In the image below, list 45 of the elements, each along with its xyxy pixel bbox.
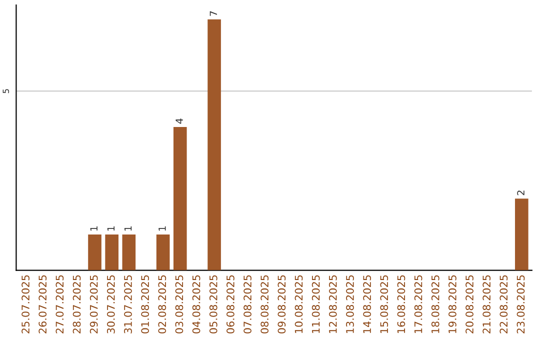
x-tick-label: 13.08.2025 [346, 275, 354, 333]
bar [88, 234, 102, 270]
x-tick-label: 23.08.2025 [516, 275, 525, 334]
x-tick-label: 08.08.2025 [260, 275, 269, 334]
x-tick-label: 02.08.2025 [158, 275, 166, 334]
x-tick-label: 05.08.2025 [209, 275, 218, 334]
x-tick-label: 27.07.2025 [56, 275, 64, 334]
x-tick-label: 31.07.2025 [124, 275, 132, 334]
bar [105, 234, 118, 270]
x-tick-label: 28.07.2025 [72, 275, 81, 334]
x-tick-label: 06.08.2025 [226, 275, 234, 334]
x-tick-label: 18.08.2025 [431, 275, 440, 333]
x-tick-label: 21.08.2025 [482, 275, 491, 334]
data-label: 1 [107, 226, 115, 231]
data-label: 7 [210, 11, 217, 16]
bar [208, 19, 221, 270]
x-tick-label: 03.08.2025 [175, 275, 184, 334]
bar [156, 234, 170, 270]
x-tick-label: 04.08.2025 [192, 275, 200, 334]
x-tick-label: 14.08.2025 [363, 275, 371, 333]
x-tick-label: 01.08.2025 [141, 275, 149, 334]
x-tick-label: 22.08.2025 [500, 275, 508, 334]
x-tick-label: 09.08.2025 [278, 275, 286, 334]
data-label: 1 [90, 226, 98, 231]
x-tick-label: 15.08.2025 [380, 275, 388, 333]
x-tick-label: 30.07.2025 [106, 275, 115, 334]
x-tick-label: 07.08.2025 [244, 275, 252, 334]
x-tick-label: 20.08.2025 [466, 275, 474, 334]
x-tick-label: 25.07.2025 [22, 275, 30, 334]
x-tick-label: 17.08.2025 [414, 275, 422, 333]
x-tick-label: 19.08.2025 [448, 275, 456, 333]
data-label: 1 [158, 226, 166, 231]
data-label: 2 [517, 190, 524, 196]
x-tick-label: 10.08.2025 [294, 275, 303, 333]
data-label: 1 [124, 226, 132, 231]
x-tick-label: 16.08.2025 [397, 275, 406, 333]
data-label: 4 [176, 118, 183, 124]
bar [173, 126, 187, 270]
bar [514, 198, 528, 270]
x-tick-label: 12.08.2025 [328, 275, 337, 333]
x-tick-label: 11.08.2025 [312, 275, 320, 333]
bar [122, 234, 136, 270]
y-tick-label: 5 [2, 89, 10, 94]
x-tick-label: 26.07.2025 [38, 275, 47, 334]
x-tick-label: 29.07.2025 [90, 275, 98, 334]
